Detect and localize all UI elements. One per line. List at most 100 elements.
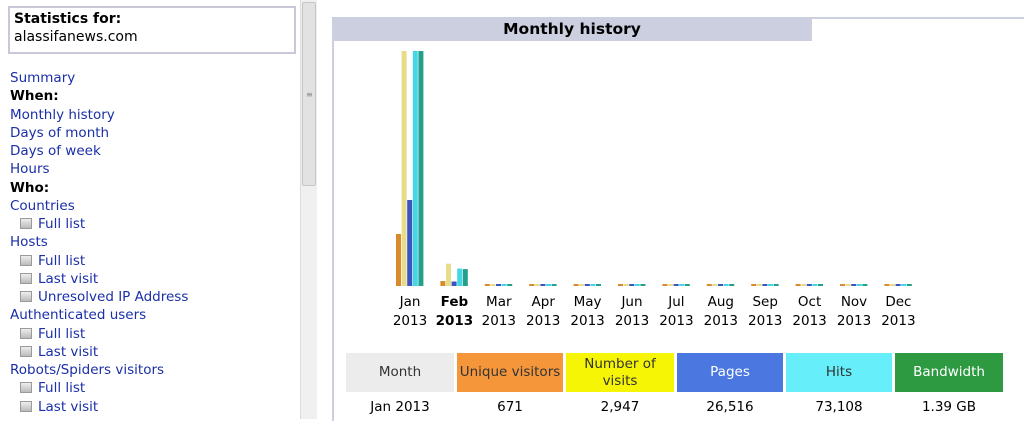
menu-subitem[interactable]: Full list bbox=[10, 215, 188, 233]
menu-heading-label: When: bbox=[10, 88, 59, 105]
list-icon bbox=[20, 272, 32, 284]
x-tick-year: 2013 bbox=[526, 313, 560, 329]
table-header-0: Month bbox=[346, 353, 454, 392]
bar-hits-sep bbox=[768, 284, 773, 286]
list-icon bbox=[20, 291, 32, 302]
x-tick-year: 2013 bbox=[659, 313, 693, 329]
menu-subitem[interactable]: Last visit bbox=[10, 270, 188, 288]
bar-pages-feb bbox=[451, 281, 457, 286]
bar-bandwidth-jul bbox=[684, 284, 690, 286]
table-cell: 26,516 bbox=[706, 399, 754, 415]
x-tick-year: 2013 bbox=[704, 313, 738, 329]
menu-link-label[interactable]: Hours bbox=[10, 161, 50, 178]
menu-subitem-label[interactable]: Full list bbox=[38, 380, 86, 397]
menu-subitem-label[interactable]: Unresolved IP Address bbox=[38, 289, 189, 305]
bar-bandwidth-jun bbox=[640, 284, 646, 286]
bar-hits-jan bbox=[412, 51, 418, 286]
bar-unique-may bbox=[573, 284, 579, 286]
menu-link[interactable]: Hours bbox=[10, 160, 188, 178]
x-tick-year: 2013 bbox=[837, 313, 871, 329]
menu-link[interactable]: Days of month bbox=[10, 124, 188, 142]
list-icon bbox=[20, 254, 32, 266]
x-tick-month: Sep bbox=[752, 294, 777, 310]
menu-link[interactable]: Robots/Spiders visitors bbox=[10, 361, 188, 379]
menu-subitem-label[interactable]: Full list bbox=[38, 325, 86, 342]
bar-pages-nov bbox=[851, 284, 857, 286]
bar-pages-may bbox=[584, 284, 590, 286]
bar-visits-dec bbox=[890, 284, 895, 286]
table-cell: Jan 2013 bbox=[370, 399, 430, 415]
x-tick-year: 2013 bbox=[615, 313, 649, 329]
bar-unique-apr bbox=[529, 284, 535, 286]
menu-link-label[interactable]: Summary bbox=[10, 70, 76, 86]
bar-hits-apr bbox=[546, 284, 551, 286]
bar-bandwidth-nov bbox=[862, 284, 868, 286]
bar-visits-nov bbox=[845, 284, 851, 286]
bar-bandwidth-aug bbox=[729, 284, 735, 286]
bar-pages-aug bbox=[718, 284, 723, 286]
bar-visits-may bbox=[579, 284, 585, 286]
list-icon bbox=[20, 345, 32, 357]
menu-subitem-label[interactable]: Full list bbox=[38, 252, 86, 269]
x-tick-month: Jan bbox=[399, 294, 421, 310]
menu-subitem-label[interactable]: Last visit bbox=[38, 398, 99, 415]
bar-bandwidth-may bbox=[596, 284, 601, 286]
monthly-history-chart: Jan 2013 Feb 2013 Mar 2013 Apr 2013 May 2013 Jun 20… bbox=[393, 51, 916, 329]
bar-visits-jun bbox=[623, 284, 629, 286]
table-cell: 1.39 GB bbox=[921, 399, 977, 415]
x-tick-year: 2013 bbox=[570, 313, 604, 329]
bar-hits-mar bbox=[501, 284, 507, 286]
bar-pages-jan bbox=[407, 200, 413, 286]
x-tick-month: Nov bbox=[841, 294, 867, 310]
x-tick-month: Dec bbox=[885, 294, 911, 310]
menu-link-label[interactable]: Days of month bbox=[10, 124, 110, 141]
x-tick-year: 2013 bbox=[393, 313, 427, 329]
menu-link-label[interactable]: Robots/Spiders visitors bbox=[10, 362, 165, 378]
sidebar: Statistics for: alassifanews.com Summary… bbox=[0, 0, 300, 419]
x-tick-month: Apr bbox=[532, 294, 556, 310]
bar-visits-aug bbox=[712, 284, 718, 286]
sidebar-scrollbar[interactable]: ≡ bbox=[300, 0, 317, 419]
bar-hits-feb bbox=[457, 268, 463, 286]
bar-unique-feb bbox=[440, 281, 446, 286]
bar-bandwidth-mar bbox=[507, 284, 513, 286]
menu-subitem[interactable]: Full list bbox=[10, 379, 188, 397]
menu-subitem-label[interactable]: Last visit bbox=[38, 343, 99, 360]
menu-link-label[interactable]: Countries bbox=[10, 197, 75, 214]
menu-link[interactable]: Hosts bbox=[10, 233, 188, 251]
menu-link[interactable]: Summary bbox=[10, 69, 188, 87]
menu-subitem-label[interactable]: Last visit bbox=[38, 270, 99, 287]
grip-icon: ≡ bbox=[306, 90, 313, 99]
menu-subitem[interactable]: Last visit bbox=[10, 398, 188, 416]
menu-link-label[interactable]: Authenticated users bbox=[10, 307, 147, 324]
menu-link-label[interactable]: Days of week bbox=[10, 143, 101, 159]
x-tick-month: Mar bbox=[486, 294, 512, 310]
menu-link[interactable]: Days of week bbox=[10, 142, 188, 160]
menu-subitem[interactable]: Last visit bbox=[10, 343, 188, 361]
menu-link-label[interactable]: Hosts bbox=[10, 234, 48, 251]
menu-subitem[interactable]: Unresolved IP Address bbox=[10, 288, 188, 306]
bar-hits-nov bbox=[856, 284, 862, 286]
menu-link[interactable]: Countries bbox=[10, 197, 188, 215]
bar-unique-nov bbox=[840, 284, 845, 286]
bar-hits-jun bbox=[634, 284, 640, 286]
table-header-5: Bandwidth bbox=[895, 353, 1003, 392]
table-header-1: Unique visitors bbox=[457, 353, 563, 392]
menu-heading-label: Who: bbox=[10, 179, 50, 196]
x-tick-year: 2013 bbox=[881, 313, 915, 329]
menu-subitem[interactable]: Full list bbox=[10, 325, 188, 343]
bar-hits-dec bbox=[901, 284, 907, 286]
bar-bandwidth-apr bbox=[551, 284, 557, 286]
x-tick-year: 2013 bbox=[748, 313, 782, 329]
menu-link-label[interactable]: Monthly history bbox=[10, 106, 115, 123]
menu-subitem-label[interactable]: Full list bbox=[38, 216, 86, 232]
bar-hits-may bbox=[590, 284, 596, 286]
scrollbar-thumb[interactable]: ≡ bbox=[302, 2, 316, 186]
menu-subitem[interactable]: Full list bbox=[10, 252, 188, 270]
bar-pages-sep bbox=[762, 284, 768, 286]
statistics-label: Statistics for: bbox=[14, 11, 122, 27]
table-header-3: Pages bbox=[677, 353, 783, 392]
menu-link[interactable]: Monthly history bbox=[10, 106, 188, 124]
menu-link[interactable]: Authenticated users bbox=[10, 306, 188, 324]
main-panel: Monthly history Jan 2013 Feb 2013 Mar 2013 Apr… bbox=[318, 0, 1024, 421]
